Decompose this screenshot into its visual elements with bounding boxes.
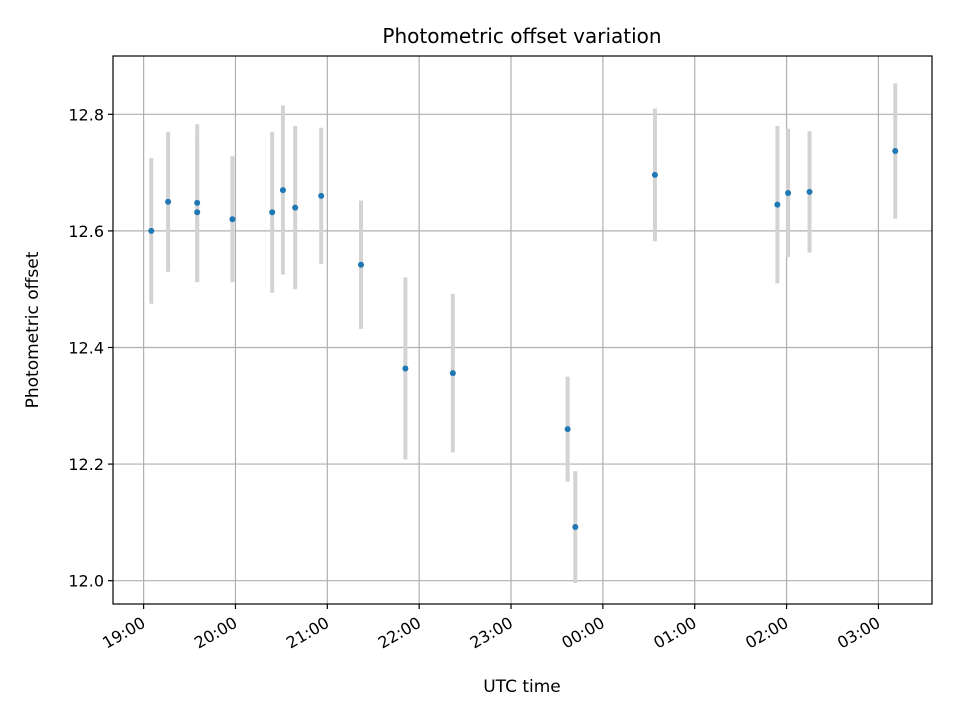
data-point	[572, 524, 579, 531]
data-point	[357, 261, 364, 268]
data-point	[194, 199, 201, 206]
data-point	[292, 204, 299, 211]
data-point	[806, 188, 813, 195]
x-axis-label: UTC time	[483, 677, 561, 697]
data-point	[449, 370, 456, 377]
y-tick-label: 12.6	[68, 222, 104, 241]
chart-title: Photometric offset variation	[382, 24, 661, 48]
data-point	[564, 426, 571, 433]
data-point	[318, 192, 325, 199]
data-point	[785, 190, 792, 196]
data-point	[165, 198, 172, 205]
y-tick-label: 12.0	[68, 572, 104, 591]
data-point	[279, 187, 286, 194]
y-tick-label: 12.4	[68, 338, 104, 357]
y-axis-label: Photometric offset	[23, 251, 43, 408]
data-point	[892, 148, 899, 155]
data-point	[651, 171, 658, 178]
data-point	[774, 201, 781, 208]
data-point	[194, 209, 201, 216]
data-point	[229, 216, 236, 223]
data-point	[402, 365, 409, 372]
y-tick-label: 12.8	[68, 105, 104, 124]
plot-frame	[112, 55, 933, 605]
y-axis-ticks: 12.0 12.2 12.4 12.6 12.8	[68, 105, 113, 591]
data-points	[148, 148, 899, 531]
data-point	[148, 227, 155, 234]
data-point	[269, 209, 276, 216]
y-tick-label: 12.2	[68, 455, 104, 474]
